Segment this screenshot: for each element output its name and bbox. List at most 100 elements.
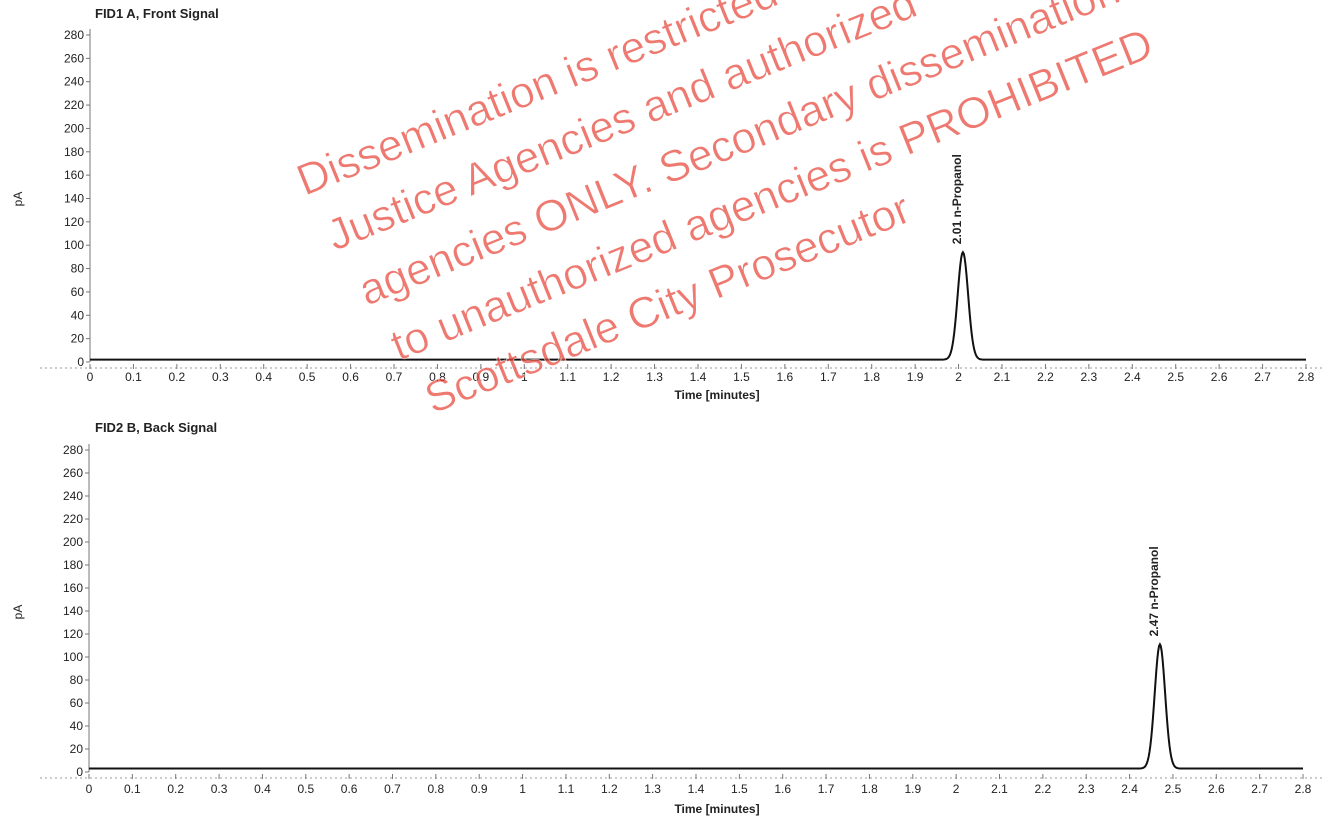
x-tick-label: 1.1 [559, 370, 576, 384]
y-tick-label: 80 [71, 262, 85, 276]
x-tick-label: 1.8 [861, 782, 878, 796]
x-tick-label: 2.3 [1081, 370, 1098, 384]
y-axis-label: pA [11, 605, 25, 620]
y-tick-label: 180 [64, 145, 84, 159]
y-tick-label: 20 [70, 742, 84, 756]
x-tick-label: 2.8 [1295, 782, 1312, 796]
x-tick-label: 1.3 [644, 782, 661, 796]
y-axis-label: pA [11, 192, 25, 207]
y-tick-label: 120 [64, 215, 84, 229]
x-tick-label: 0.4 [254, 782, 271, 796]
y-tick-label: 180 [63, 558, 83, 572]
x-tick-label: 1.5 [731, 782, 748, 796]
y-tick-label: 200 [63, 535, 83, 549]
x-tick-label: 1.4 [688, 782, 705, 796]
x-tick-label: 2 [955, 370, 962, 384]
y-tick-label: 140 [64, 192, 84, 206]
y-tick-label: 20 [71, 332, 85, 346]
y-tick-label: 40 [71, 308, 85, 322]
chart-title: FID1 A, Front Signal [95, 6, 219, 21]
y-tick-label: 240 [63, 489, 83, 503]
x-tick-label: 0.5 [297, 782, 314, 796]
x-tick-label: 2.1 [994, 370, 1011, 384]
x-tick-label: 1.5 [733, 370, 750, 384]
y-tick-label: 80 [70, 673, 84, 687]
y-tick-label: 60 [70, 696, 84, 710]
x-tick-label: 0.1 [125, 370, 142, 384]
y-tick-label: 220 [63, 512, 83, 526]
x-tick-label: 2.2 [1035, 782, 1052, 796]
signal-trace [89, 642, 1303, 770]
x-tick-label: 0.1 [124, 782, 141, 796]
x-tick-label: 1 [519, 782, 526, 796]
x-tick-label: 1.4 [690, 370, 707, 384]
y-tick-label: 40 [70, 719, 84, 733]
x-tick-label: 1.9 [907, 370, 924, 384]
x-tick-label: 0.2 [167, 782, 184, 796]
x-tick-label: 2 [953, 782, 960, 796]
x-tick-label: 1.8 [863, 370, 880, 384]
x-tick-label: 0.2 [169, 370, 186, 384]
x-axis-label: Time [minutes] [674, 802, 759, 816]
x-tick-label: 2.2 [1037, 370, 1054, 384]
y-tick-label: 160 [64, 168, 84, 182]
x-tick-label: 2.7 [1251, 782, 1268, 796]
front-signal-chart: FID1 A, Front Signal02040608010012014016… [11, 6, 1325, 402]
x-tick-label: 2.4 [1124, 370, 1141, 384]
x-tick-label: 1.2 [603, 370, 620, 384]
signal-trace [90, 250, 1306, 361]
x-tick-label: 1.7 [818, 782, 835, 796]
back-signal-chart: FID2 B, Back Signal 0 20 40 60 80 100 120 140 160… [11, 420, 1325, 816]
x-tick-label: 0.7 [386, 370, 403, 384]
x-tick-label: 1.6 [774, 782, 791, 796]
x-tick-label: 0.5 [299, 370, 316, 384]
x-tick-label: 1.9 [904, 782, 921, 796]
x-tick-label: 0.7 [384, 782, 401, 796]
x-tick-label: 2.1 [991, 782, 1008, 796]
y-tick-label: 100 [64, 238, 84, 252]
x-tick-label: 2.8 [1298, 370, 1315, 384]
y-tick-label: 0 [77, 355, 84, 369]
x-tick-label: 0 [86, 782, 93, 796]
x-tick-label: 2.6 [1211, 370, 1228, 384]
y-tick-label: 160 [63, 581, 83, 595]
x-tick-label: 2.6 [1208, 782, 1225, 796]
y-tick-label: 140 [63, 604, 83, 618]
y-tick-label: 280 [63, 443, 83, 457]
x-tick-label: 0.8 [429, 370, 446, 384]
x-tick-label: 1.6 [777, 370, 794, 384]
x-tick-label: 0.9 [471, 782, 488, 796]
peak-label: 2.47 n-Propanol [1147, 546, 1161, 636]
x-tick-label: 2.5 [1167, 370, 1184, 384]
y-tick-label: 200 [64, 121, 84, 135]
x-tick-label: 2.7 [1254, 370, 1271, 384]
chart-title: FID2 B, Back Signal [95, 420, 217, 435]
y-tick-label: 120 [63, 627, 83, 641]
x-tick-label: 0.3 [212, 370, 229, 384]
y-tick-label: 260 [63, 466, 83, 480]
x-tick-label: 1.1 [558, 782, 575, 796]
y-tick-label: 220 [64, 98, 84, 112]
x-tick-label: 0.6 [342, 370, 359, 384]
x-tick-label: 0.4 [255, 370, 272, 384]
x-tick-label: 2.5 [1165, 782, 1182, 796]
y-tick-label: 280 [64, 28, 84, 42]
x-axis-label: Time [minutes] [674, 388, 759, 402]
x-tick-label: 0 [87, 370, 94, 384]
x-tick-label: 1.7 [820, 370, 837, 384]
y-tick-label: 260 [64, 51, 84, 65]
x-tick-label: 2.3 [1078, 782, 1095, 796]
y-tick-label: 60 [71, 285, 85, 299]
x-tick-label: 0.6 [341, 782, 358, 796]
x-tick-label: 0.3 [211, 782, 228, 796]
x-tick-label: 1.3 [646, 370, 663, 384]
x-tick-label: 2.4 [1121, 782, 1138, 796]
y-tick-label: 240 [64, 75, 84, 89]
x-tick-label: 0.8 [428, 782, 445, 796]
x-tick-label: 0.9 [473, 370, 490, 384]
x-tick-label: 1.2 [601, 782, 618, 796]
x-tick-label: 1 [521, 370, 528, 384]
y-tick-label: 100 [63, 650, 83, 664]
